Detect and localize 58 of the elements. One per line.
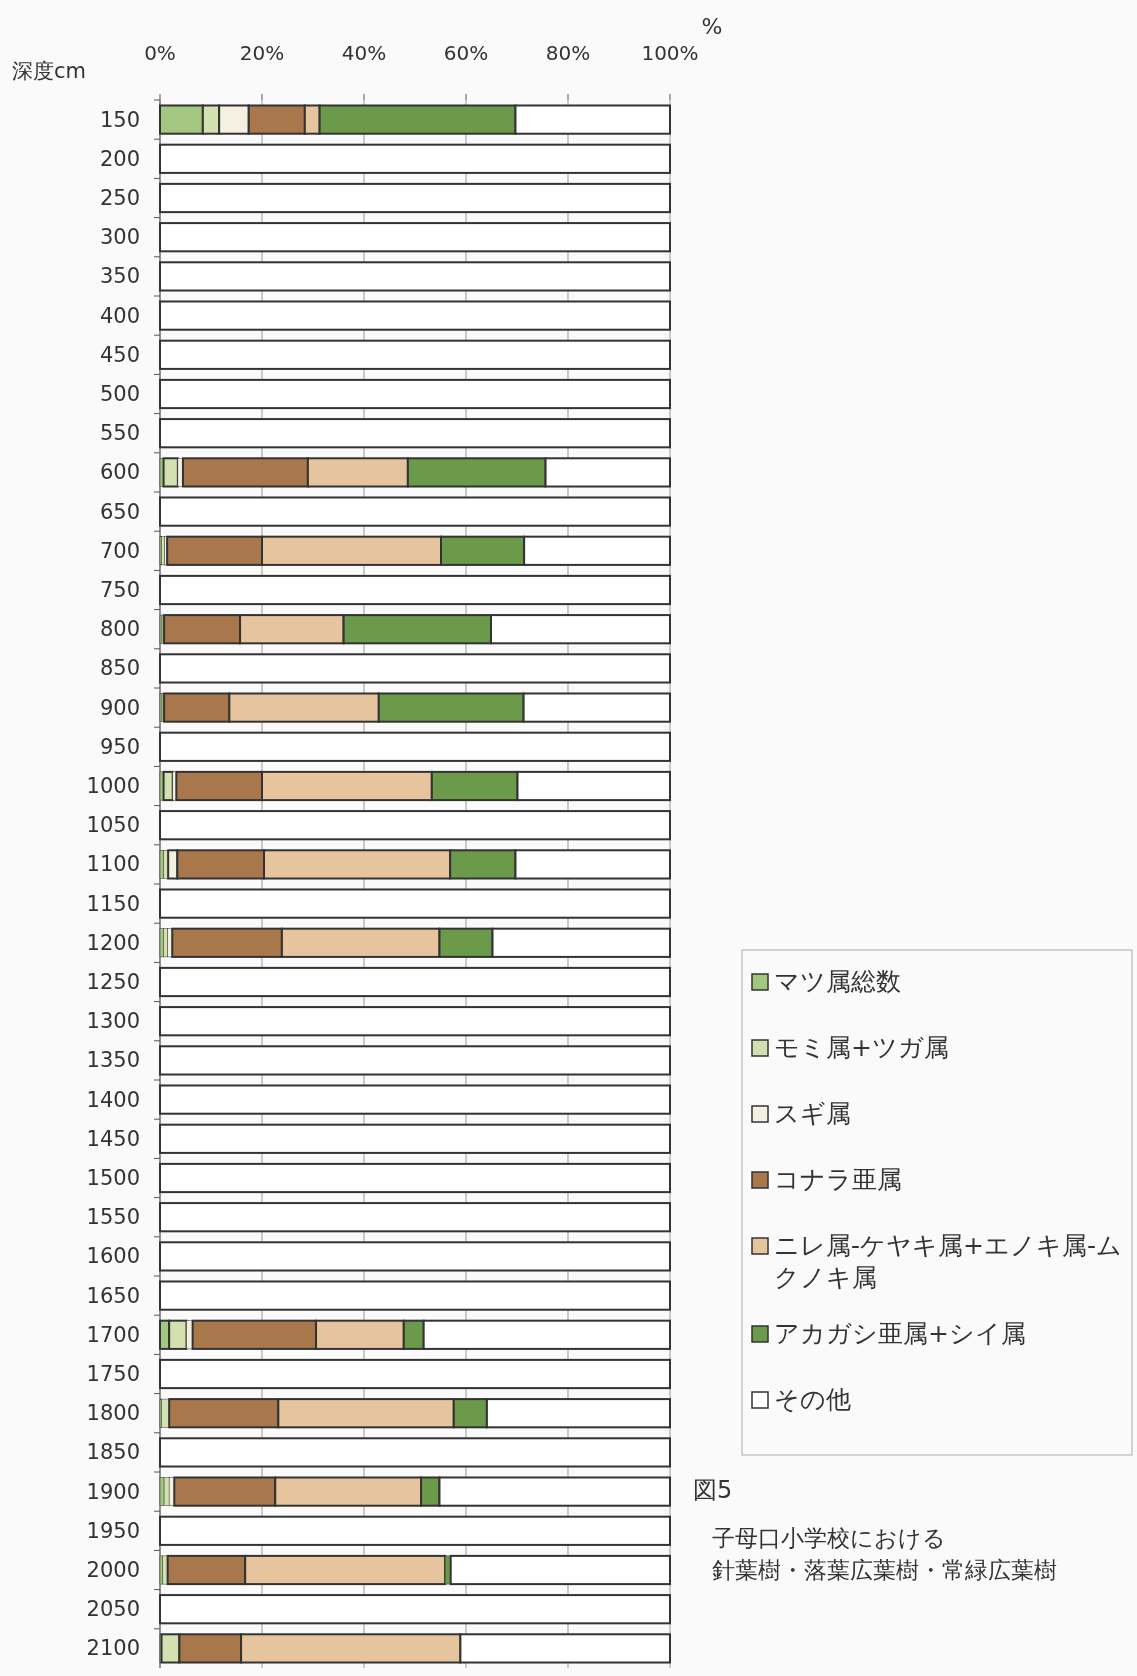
legend-label: その他 bbox=[774, 1385, 851, 1414]
x-tick-label: 100% bbox=[641, 41, 699, 65]
y-tick-label: 400 bbox=[99, 303, 140, 328]
y-tick-label: 1700 bbox=[86, 1322, 140, 1347]
x-axis-title: % bbox=[701, 14, 723, 39]
y-tick-label: 1550 bbox=[86, 1205, 140, 1230]
y-tick-label: 1350 bbox=[86, 1048, 140, 1073]
y-tick-label: 1450 bbox=[86, 1126, 140, 1151]
y-tick-label: 300 bbox=[99, 225, 140, 250]
y-tick-label: 750 bbox=[99, 578, 140, 602]
y-tick-label: 1800 bbox=[86, 1401, 140, 1426]
y-tick-label: 2050 bbox=[86, 1597, 140, 1622]
y-tick-label: 1650 bbox=[86, 1283, 140, 1308]
text: 子母口小学校における bbox=[712, 1525, 946, 1551]
y-tick-label: 2100 bbox=[86, 1636, 140, 1661]
y-tick-label: 1100 bbox=[86, 852, 140, 877]
y-tick-label: 2000 bbox=[86, 1558, 140, 1582]
y-tick-label: 1300 bbox=[86, 1009, 140, 1034]
y-tick-label: 650 bbox=[99, 499, 140, 524]
x-tick-label: 0% bbox=[144, 41, 176, 65]
y-tick-label: 900 bbox=[99, 695, 140, 720]
y-tick-label: 700 bbox=[99, 538, 140, 563]
y-tick-label: 1850 bbox=[86, 1440, 140, 1465]
y-tick-label: 250 bbox=[99, 186, 140, 210]
x-tick-label: 80% bbox=[545, 41, 591, 65]
text: 針葉樹・落葉広葉樹・常緑広葉樹 bbox=[712, 1557, 1057, 1583]
y-tick-label: 200 bbox=[99, 146, 140, 171]
y-axis-title: 深度cm bbox=[12, 59, 87, 83]
y-tick-label: 1750 bbox=[86, 1362, 140, 1386]
y-tick-label: 1950 bbox=[86, 1518, 140, 1543]
y-tick-label: 1500 bbox=[86, 1166, 140, 1190]
y-tick-label: 1050 bbox=[86, 813, 140, 838]
legend-label: アカガシ亜属+シイ属 bbox=[774, 1319, 1026, 1348]
legend-label: マツ属総数 bbox=[774, 967, 901, 996]
y-tick-label: 600 bbox=[99, 460, 140, 485]
y-tick-label: 1250 bbox=[86, 970, 140, 994]
y-tick-label: 1600 bbox=[86, 1244, 140, 1269]
legend-label: ニレ属-ケヤキ属+エノキ属-ムクノキ属 bbox=[774, 1231, 1122, 1292]
y-tick-label: 550 bbox=[99, 421, 140, 446]
legend-label: コナラ亜属 bbox=[774, 1165, 902, 1194]
y-tick-label: 150 bbox=[99, 107, 140, 132]
legend-label: モミ属+ツガ属 bbox=[774, 1033, 949, 1062]
y-tick-label: 1150 bbox=[86, 891, 140, 916]
x-tick-label: 40% bbox=[341, 41, 387, 65]
y-tick-label: 1000 bbox=[86, 774, 140, 798]
x-tick-label: 60% bbox=[443, 41, 489, 65]
y-tick-label: 1200 bbox=[86, 930, 140, 955]
y-tick-label: 1400 bbox=[86, 1087, 140, 1112]
y-tick-label: 800 bbox=[99, 617, 140, 642]
y-tick-label: 450 bbox=[99, 342, 140, 367]
legend-label: スギ属 bbox=[774, 1099, 851, 1128]
x-tick-label: 20% bbox=[239, 41, 285, 65]
y-tick-label: 950 bbox=[99, 734, 140, 759]
y-tick-label: 1900 bbox=[86, 1479, 140, 1504]
y-tick-label: 350 bbox=[99, 264, 140, 289]
y-tick-label: 500 bbox=[99, 382, 140, 406]
y-tick-label: 850 bbox=[99, 656, 140, 681]
caption: 図5 bbox=[693, 1476, 733, 1504]
